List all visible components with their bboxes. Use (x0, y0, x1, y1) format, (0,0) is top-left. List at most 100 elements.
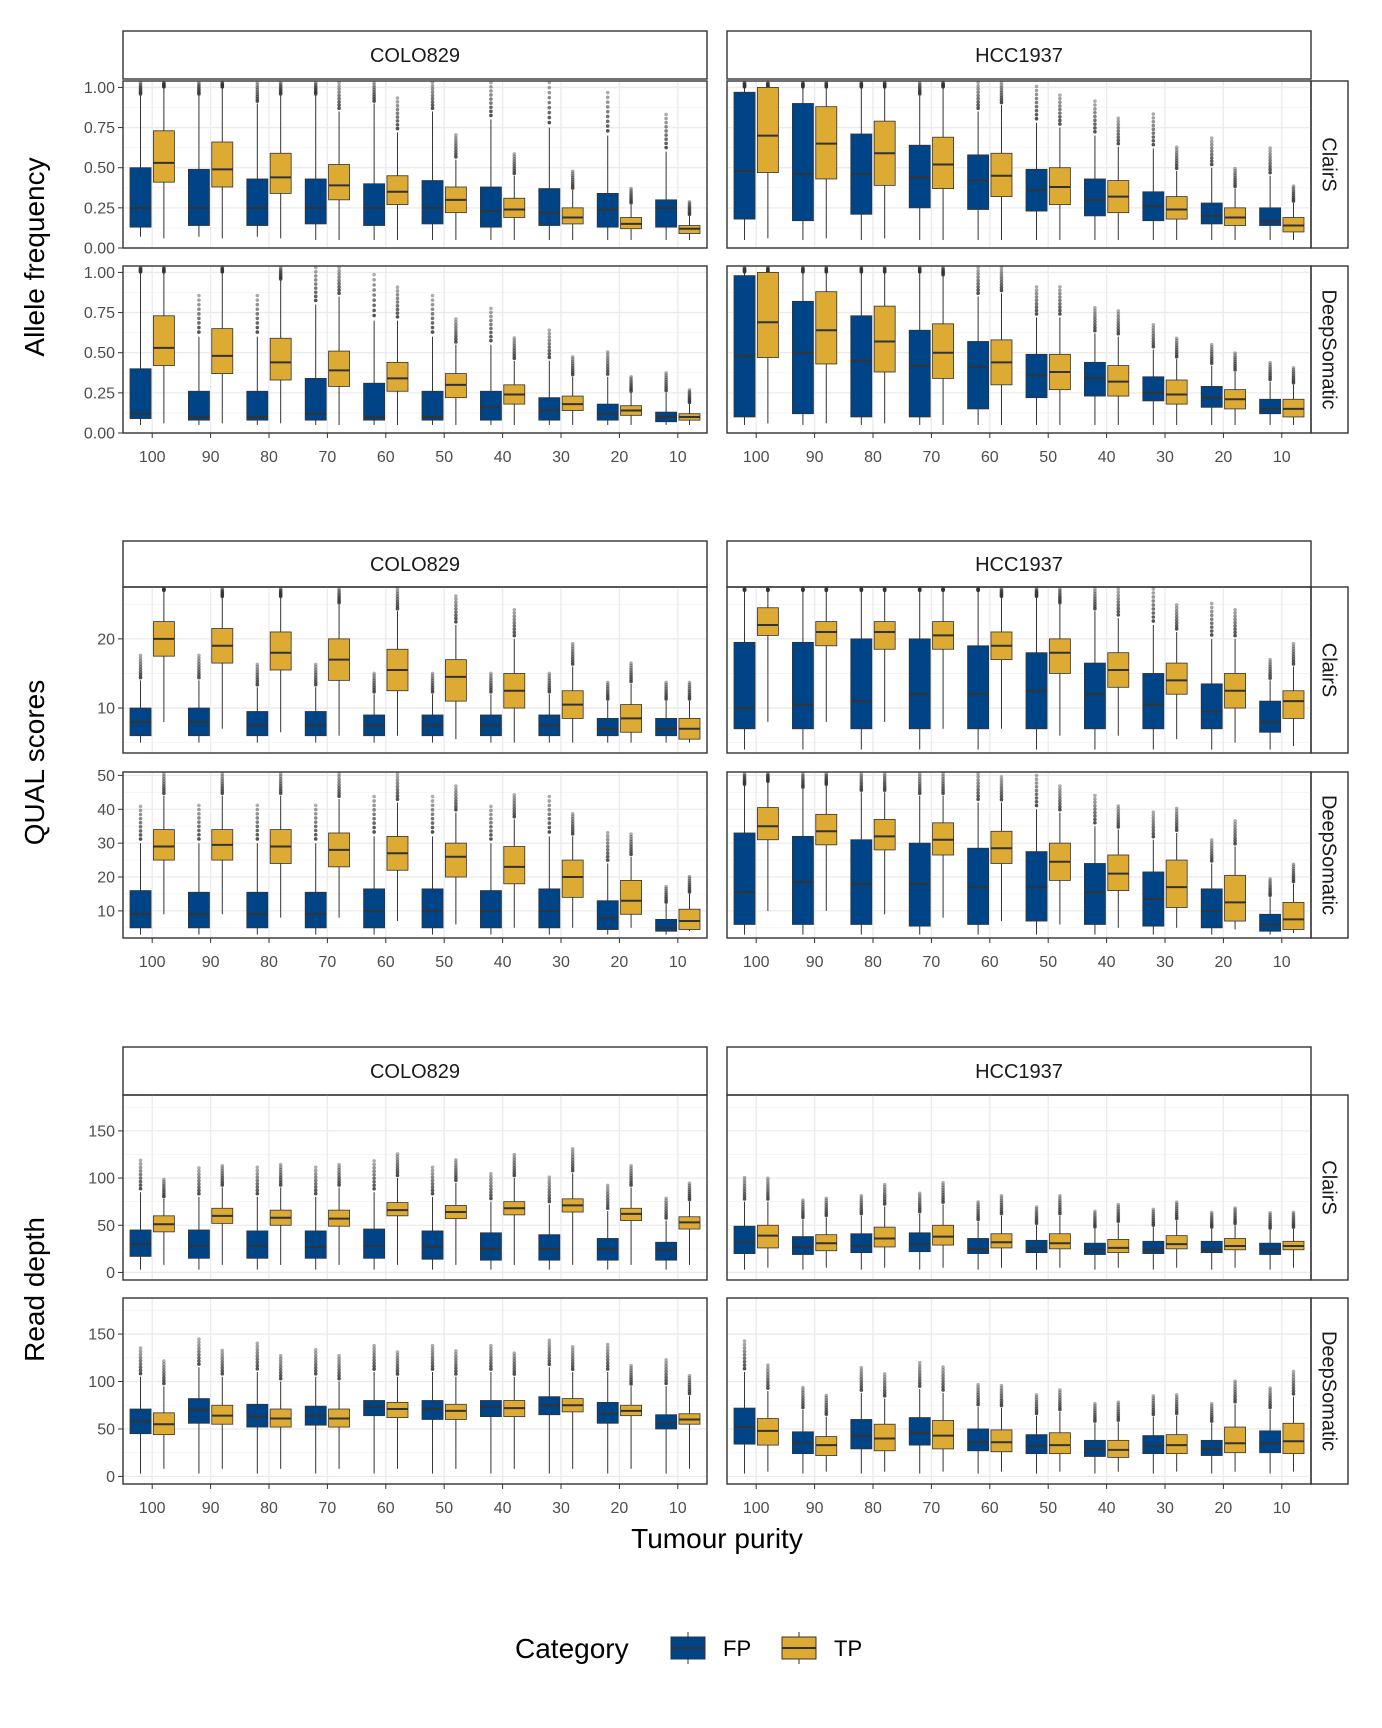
box-body (421, 390, 444, 421)
outlier-point (220, 81, 225, 86)
box-tp-60 (990, 265, 1013, 425)
outlier-point (605, 831, 610, 835)
outlier-point (1093, 601, 1097, 606)
outlier-point (882, 587, 887, 592)
outlier-point (1093, 817, 1097, 822)
outlier-point (454, 138, 458, 143)
box-body (908, 1232, 931, 1253)
outlier-point (605, 109, 610, 114)
outlier-point (605, 1206, 610, 1211)
outlier-point (489, 101, 493, 105)
box-tp-20 (1224, 1379, 1246, 1472)
outlier-point (430, 1346, 435, 1351)
outlier-point (917, 1196, 922, 1200)
outlier-point (547, 1338, 552, 1343)
outlier-point (999, 1401, 1004, 1405)
outlier-point (917, 266, 922, 271)
box-body (1200, 888, 1223, 929)
outlier-point (1233, 1382, 1237, 1386)
outlier-point (255, 312, 260, 316)
outlier-point (605, 119, 610, 124)
outlier-point (605, 1203, 610, 1208)
outlier-point (220, 265, 225, 270)
outlier-point (742, 587, 747, 592)
box-fp-100 (129, 804, 152, 935)
box-tp-50 (1048, 784, 1071, 925)
outlier-point (605, 1357, 610, 1362)
outlier-point (454, 801, 458, 806)
box-fp-10 (1259, 146, 1282, 240)
box-tp-60 (990, 80, 1013, 240)
box-fp-60 (967, 1382, 990, 1474)
outlier-point (512, 809, 517, 814)
outlier-point (605, 1364, 610, 1368)
outlier-point (162, 1362, 166, 1366)
outlier-point (1291, 184, 1296, 188)
outlier-point (547, 110, 552, 115)
outlier-point (605, 1189, 610, 1193)
outlier-point (337, 285, 341, 289)
outlier-point (570, 1155, 575, 1159)
outlier-point (1291, 367, 1296, 372)
outlier-point (766, 1377, 770, 1382)
outlier-point (859, 81, 864, 86)
outlier-point (917, 83, 922, 88)
outlier-point (138, 1352, 143, 1357)
outlier-point (512, 614, 517, 619)
outlier-point (162, 1181, 166, 1186)
y-tick-label: 150 (88, 1327, 115, 1344)
outlier-point (941, 587, 945, 591)
outlier-point (999, 288, 1004, 293)
outlier-point (1174, 603, 1179, 607)
outlier-point (489, 318, 493, 323)
outlier-point (395, 1350, 400, 1354)
outlier-point (1174, 1202, 1179, 1207)
outlier-point (824, 1196, 829, 1201)
box-body (1025, 1239, 1048, 1254)
box-tp-50 (444, 1158, 467, 1265)
outlier-point (489, 306, 493, 311)
outlier-point (197, 811, 201, 816)
outlier-point (1268, 167, 1272, 172)
outlier-point (138, 82, 143, 86)
box-tp-30 (561, 641, 584, 743)
outlier-point (1174, 822, 1179, 827)
outlier-point (255, 316, 260, 321)
outlier-point (255, 307, 260, 312)
outlier-point (766, 1366, 770, 1370)
outlier-point (687, 680, 692, 685)
outlier-point (1034, 100, 1039, 105)
outlier-point (1151, 142, 1156, 147)
panel-border (726, 586, 1312, 754)
outlier-point (1034, 116, 1039, 121)
outlier-point (162, 266, 166, 270)
outlier-point (1268, 660, 1272, 664)
outlier-point (372, 83, 376, 87)
box-fp-70 (908, 1360, 931, 1474)
outlier-point (570, 1361, 575, 1366)
outlier-point (1093, 110, 1097, 115)
outlier-point (547, 830, 552, 834)
outlier-point (976, 1402, 980, 1407)
outlier-point (454, 594, 458, 598)
outlier-point (454, 331, 458, 336)
outlier-point (547, 1344, 552, 1349)
box-tp-100 (756, 80, 779, 239)
outlier-point (313, 807, 318, 812)
outlier-point (664, 373, 668, 377)
box-fp-90 (188, 1337, 210, 1474)
outlier-point (1151, 1211, 1156, 1216)
outlier-point (976, 288, 980, 292)
box-tp-30 (1165, 145, 1188, 240)
outlier-point (255, 665, 260, 669)
outlier-point (1291, 1210, 1296, 1215)
outlier-point (395, 597, 400, 601)
box-body (815, 813, 838, 846)
outlier-point (801, 587, 805, 592)
outlier-point (220, 588, 225, 592)
box-tp-40 (503, 608, 526, 743)
outlier-point (1291, 369, 1296, 374)
outlier-point (337, 103, 341, 107)
outlier-point (664, 125, 668, 129)
outlier-point (605, 1361, 610, 1365)
